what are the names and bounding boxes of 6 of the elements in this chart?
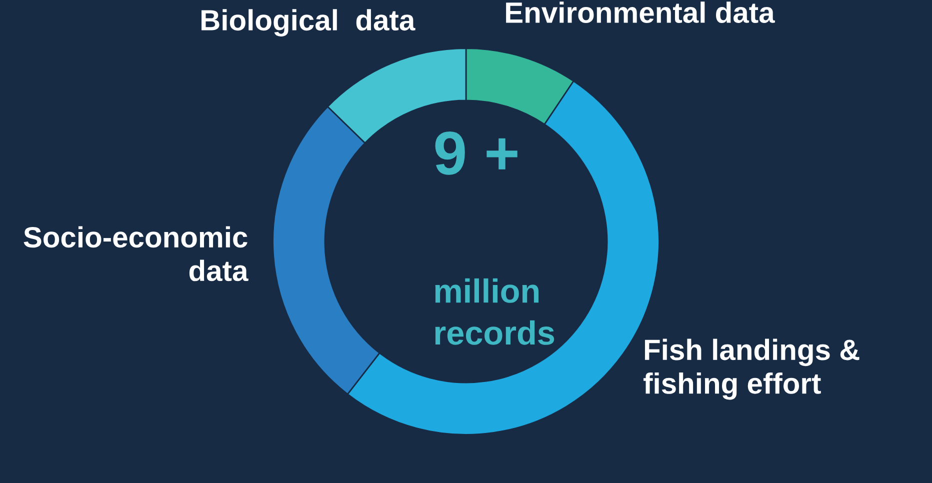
slice-label: Environmental data [506,2,775,24]
slice-label: Biological data [202,9,416,36]
text: 9 + [435,132,518,175]
slice-label: Fish landings & fishing effort [644,338,860,400]
slice-label: Socio-economic data [24,226,248,282]
text: million records [435,278,554,345]
